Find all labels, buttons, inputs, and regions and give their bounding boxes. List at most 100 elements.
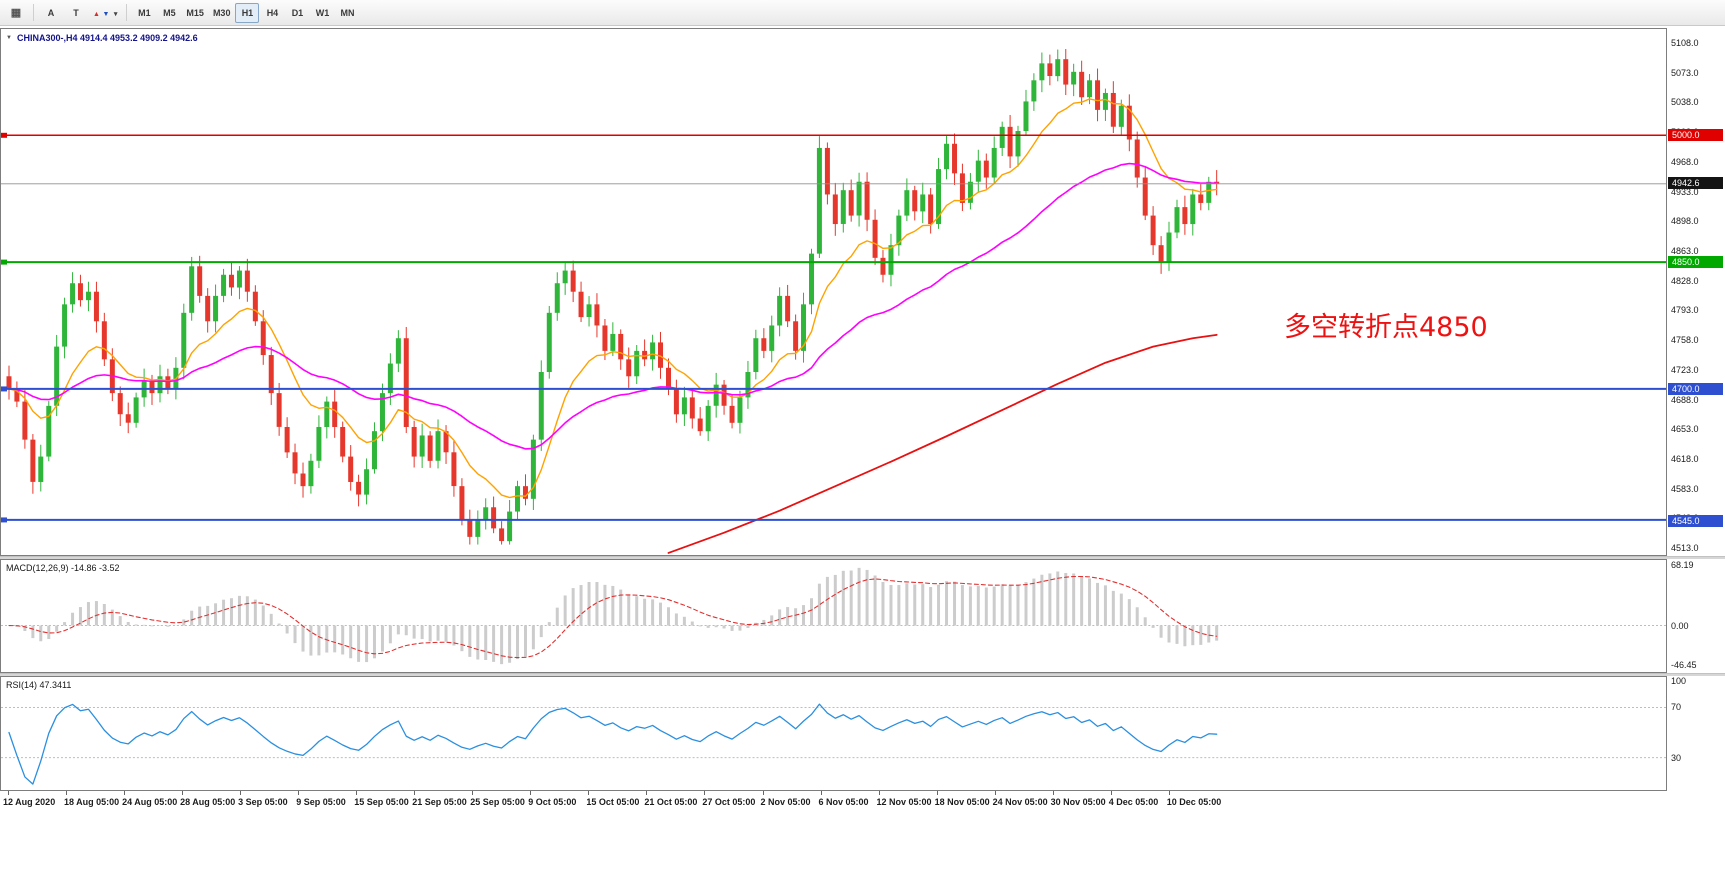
- timeframe-group: M1 M5 M15 M30 H1 H4 D1 W1 MN: [132, 2, 359, 23]
- time-tick: [472, 791, 474, 795]
- main-chart-panel[interactable]: ▼ CHINA300-,H4 4914.4 4953.2 4909.2 4942…: [0, 28, 1667, 556]
- scale-tick-label: 4968.0: [1671, 156, 1699, 167]
- scale-tick-label: 5038.0: [1671, 97, 1699, 108]
- timeframe-button-w1[interactable]: W1: [310, 3, 334, 23]
- time-tick: [298, 791, 300, 795]
- time-tick: [994, 791, 996, 795]
- time-label: 28 Aug 05:00: [180, 797, 236, 807]
- macd-canvas: [1, 567, 1666, 665]
- macd-panel[interactable]: MACD(12,26,9) -14.86 -3.52: [0, 559, 1667, 673]
- text-annotation-tool-button[interactable]: A: [39, 3, 63, 23]
- arrows-tool-button[interactable]: ▲ ▼ ▾: [89, 3, 121, 23]
- time-label: 21 Oct 05:00: [644, 797, 698, 807]
- time-label: 18 Nov 05:00: [934, 797, 990, 807]
- scale-tick-label: 4933.0: [1671, 186, 1699, 197]
- chart-grid-tool-button[interactable]: ▦: [4, 3, 28, 23]
- scale-tick-label: 4688.0: [1671, 394, 1699, 405]
- scale-tick-label: 30: [1671, 753, 1682, 763]
- timeframe-button-m1[interactable]: M1: [132, 3, 156, 23]
- time-label: 2 Nov 05:00: [760, 797, 811, 807]
- panel-splitter[interactable]: [0, 556, 1725, 559]
- grid-icon: ▦: [10, 7, 22, 19]
- price-badge: 5000.0: [1668, 128, 1723, 141]
- time-tick: [124, 791, 126, 795]
- time-tick: [8, 791, 9, 795]
- time-tick: [182, 791, 184, 795]
- timeframe-button-mn[interactable]: MN: [335, 3, 359, 23]
- rsi-panel[interactable]: RSI(14) 47.3411: [0, 676, 1667, 791]
- chevron-down-icon: ▾: [113, 10, 118, 18]
- timeframe-button-h4[interactable]: H4: [260, 3, 284, 23]
- time-label: 18 Aug 05:00: [64, 797, 120, 807]
- text-label-tool-button[interactable]: T: [64, 3, 88, 23]
- time-label: 9 Sep 05:00: [296, 797, 346, 807]
- timeframe-button-m30[interactable]: M30: [209, 3, 235, 23]
- price-badge: 4700.0: [1668, 383, 1723, 396]
- time-label: 12 Aug 2020: [3, 797, 56, 807]
- scale-tick-label: 68.19: [1671, 560, 1694, 570]
- timeframe-button-m5[interactable]: M5: [157, 3, 181, 23]
- time-tick: [240, 791, 242, 795]
- panel-splitter[interactable]: [0, 673, 1725, 676]
- scale-tick-label: 4513.0: [1671, 543, 1699, 553]
- scale-tick-label: 4898.0: [1671, 216, 1699, 227]
- timeframe-button-d1[interactable]: D1: [285, 3, 309, 23]
- timeframe-button-m15[interactable]: M15: [182, 3, 208, 23]
- up-arrow-icon: ▲: [93, 10, 100, 18]
- time-tick: [1052, 791, 1054, 795]
- toolbar-separator: [126, 4, 128, 21]
- time-tick: [588, 791, 590, 795]
- annotation-text: 多空转折点4850: [1284, 312, 1488, 343]
- time-tick: [878, 791, 880, 795]
- time-label: 21 Sep 05:00: [412, 797, 467, 807]
- time-label: 15 Oct 05:00: [586, 797, 640, 807]
- scale-tick-label: 4793.0: [1671, 305, 1699, 316]
- time-label: 25 Sep 05:00: [470, 797, 525, 807]
- down-arrow-icon: ▼: [102, 10, 110, 18]
- scale-tick-label: 70: [1671, 702, 1682, 712]
- time-label: 24 Aug 05:00: [122, 797, 178, 807]
- scale-tick-label: 4618.0: [1671, 453, 1699, 464]
- time-tick: [66, 791, 67, 795]
- scale-tick-label: 4828.0: [1671, 275, 1699, 286]
- time-label: 3 Sep 05:00: [238, 797, 288, 807]
- rsi-label: RSI(14) 47.3411: [6, 680, 72, 690]
- symbol-dropdown-icon[interactable]: ▼: [6, 35, 12, 41]
- time-tick: [704, 791, 706, 795]
- time-tick: [646, 791, 648, 795]
- scale-tick-label: -46.45: [1671, 660, 1697, 670]
- time-label: 10 Dec 05:00: [1166, 797, 1222, 807]
- time-label: 30 Nov 05:00: [1050, 797, 1106, 807]
- time-tick: [762, 791, 764, 795]
- toolbar-separator: [33, 4, 34, 21]
- time-label: 15 Sep 05:00: [354, 797, 409, 807]
- price-badge: 4850.0: [1668, 256, 1723, 268]
- scale-tick-label: 5108.0: [1671, 38, 1699, 48]
- time-tick: [1110, 791, 1112, 795]
- chart-workspace: ▼ CHINA300-,H4 4914.4 4953.2 4909.2 4942…: [0, 26, 1725, 895]
- candlestick-canvas: [1, 49, 1666, 554]
- scale-tick-label: 4863.0: [1671, 245, 1699, 256]
- scale-tick-label: 100: [1671, 676, 1687, 686]
- toolbar: ▦ A T ▲ ▼ ▾ M1 M5 M15 M30 H1 H4 D1 W1 MN: [0, 0, 1725, 26]
- timeframe-button-h1[interactable]: H1: [235, 2, 260, 23]
- time-axis[interactable]: 12 Aug 2020 18 Aug 05:00 24 Aug 05:00 28 Au…: [0, 791, 1725, 813]
- scale-tick-label: 5073.0: [1671, 67, 1699, 78]
- price-axis[interactable]: 5108.05073.05038.05003.04968.04933.04898…: [1668, 28, 1725, 791]
- scale-tick-label: 4653.0: [1671, 424, 1699, 435]
- price-badge: 4545.0: [1668, 514, 1723, 527]
- time-label: 9 Oct 05:00: [528, 797, 577, 807]
- time-tick: [530, 791, 532, 795]
- price-badge: 4942.6: [1668, 177, 1723, 190]
- time-tick: [356, 791, 358, 795]
- time-tick: [1168, 791, 1170, 795]
- macd-label: MACD(12,26,9) -14.86 -3.52: [6, 563, 120, 573]
- time-tick: [820, 791, 822, 795]
- time-label: 4 Dec 05:00: [1108, 797, 1159, 807]
- scale-tick-label: 4583.0: [1671, 483, 1699, 494]
- time-label: 12 Nov 05:00: [876, 797, 932, 807]
- time-label: 6 Nov 05:00: [818, 797, 869, 807]
- scale-tick-label: 4758.0: [1671, 335, 1699, 346]
- chart-title: CHINA300-,H4 4914.4 4953.2 4909.2 4942.6: [17, 33, 198, 43]
- scale-tick-label: 4723.0: [1671, 364, 1699, 375]
